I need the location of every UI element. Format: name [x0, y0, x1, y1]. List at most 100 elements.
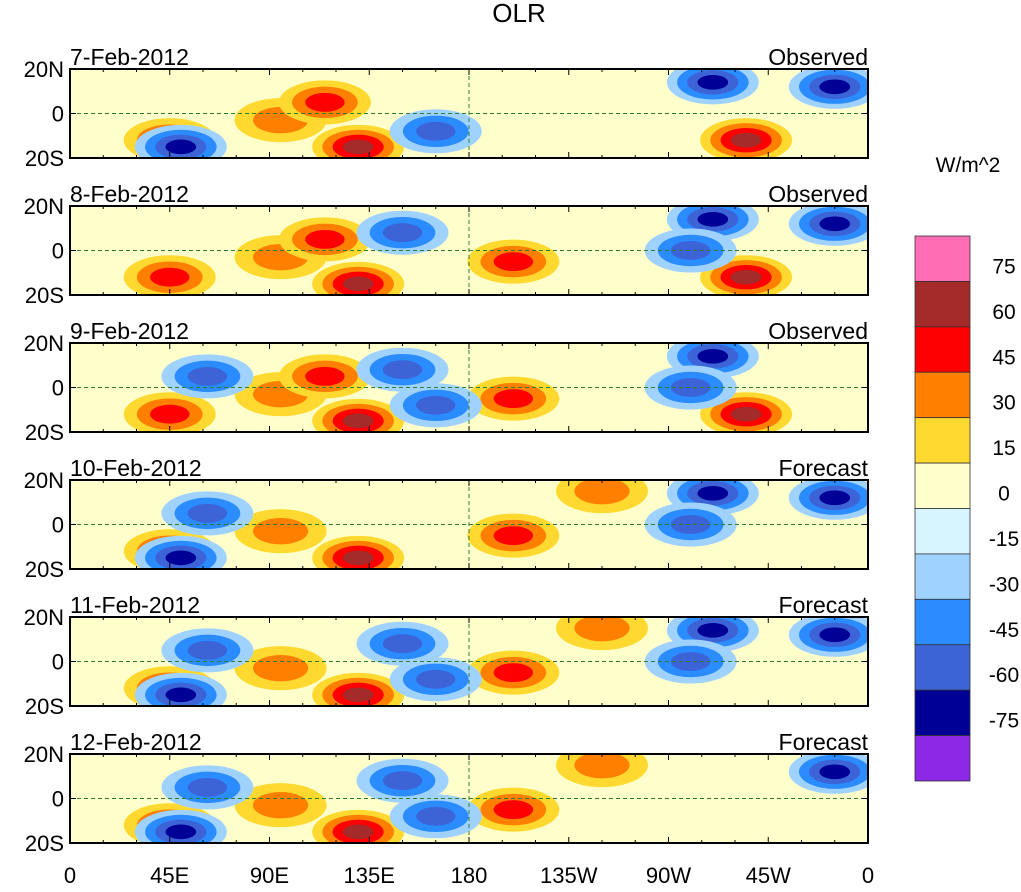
anomaly-contour: [305, 92, 345, 112]
anomaly-contour: [493, 526, 534, 546]
anomaly-field: [123, 206, 868, 295]
panel-4: 20N 0 20S 10-Feb-2012 Forecast: [24, 455, 869, 582]
y-tick-label: 20N: [24, 194, 64, 219]
y-tick-label: 20N: [24, 605, 64, 630]
anomaly-contour: [493, 663, 534, 683]
anomaly-contour: [382, 771, 423, 791]
colorbar-units-label: W/m^2: [936, 154, 1001, 177]
anomaly-contour: [187, 503, 228, 523]
anomaly-contour: [493, 800, 534, 820]
anomaly-contour: [670, 241, 711, 260]
anomaly-contour: [697, 212, 729, 227]
anomaly-contour: [305, 229, 345, 249]
panel-kind-label: Forecast: [779, 729, 869, 755]
anomaly-contour: [187, 366, 228, 386]
anomaly-contour: [416, 806, 456, 826]
y-tick-label: 20S: [25, 146, 64, 171]
anomaly-contour: [252, 654, 309, 682]
panel-1: 20N 0 20S 7-Feb-2012 Observed: [24, 44, 869, 171]
anomaly-contour: [670, 652, 711, 671]
colorbar-swatch: [914, 508, 971, 555]
colorbar-label: -30: [989, 573, 1019, 596]
colorbar-label: 75: [992, 255, 1015, 278]
anomaly-contour: [819, 216, 851, 232]
colorbar-label: 15: [992, 437, 1015, 460]
x-axis: 0 45E 90E 135E 180 135W 90W 45W 0: [64, 863, 874, 888]
anomaly-field: [123, 343, 793, 432]
colorbar-label: -15: [989, 528, 1019, 551]
panel-date-label: 9-Feb-2012: [70, 318, 189, 344]
y-tick-label: 0: [52, 513, 64, 538]
anomaly-contour: [697, 75, 729, 90]
panel-6: 20N 0 20S 12-Feb-2012 Forecast: [24, 729, 869, 856]
panel-kind-label: Observed: [768, 318, 868, 344]
panel-kind-label: Observed: [768, 181, 868, 207]
anomaly-contour: [819, 764, 851, 780]
anomaly-contour: [165, 824, 197, 840]
anomaly-contour: [416, 669, 456, 689]
colorbar-swatch: [914, 598, 971, 646]
colorbar-swatch: [914, 689, 971, 736]
colorbar-label: -60: [989, 664, 1019, 687]
anomaly-contour: [305, 366, 345, 386]
anomaly-contour: [416, 395, 456, 415]
anomaly-contour: [342, 550, 374, 566]
anomaly-contour: [342, 687, 374, 703]
anomaly-contour: [382, 634, 423, 654]
panel-date-label: 12-Feb-2012: [70, 729, 202, 755]
anomaly-contour: [730, 132, 762, 148]
colorbar: W/m^2 75 60 45 30 15 0 -15 -30 -45 -60 -75: [914, 154, 1019, 782]
x-tick-label: 0: [862, 863, 874, 887]
colorbar-label: -75: [989, 710, 1019, 733]
anomaly-contour: [252, 517, 309, 545]
colorbar-swatch: [914, 553, 971, 600]
anomaly-contour: [730, 406, 762, 422]
y-tick-label: 20N: [24, 331, 64, 356]
anomaly-contour: [574, 754, 630, 779]
anomaly-contour: [187, 777, 228, 797]
anomaly-contour: [819, 627, 851, 643]
y-tick-label: 20S: [25, 283, 64, 308]
panel-kind-label: Forecast: [779, 592, 869, 618]
anomaly-contour: [150, 404, 190, 424]
y-tick-label: 20S: [25, 694, 64, 719]
x-tick-label: 45E: [150, 863, 189, 887]
y-tick-label: 0: [52, 787, 64, 812]
x-tick-label: 135E: [344, 863, 395, 887]
chart-title: OLR: [492, 0, 545, 28]
y-tick-label: 0: [52, 376, 64, 401]
colorbar-swatch: [914, 462, 971, 509]
colorbar-swatch: [914, 417, 971, 464]
y-tick-label: 20N: [24, 742, 64, 767]
colorbar-label: 30: [992, 392, 1015, 415]
anomaly-contour: [730, 269, 762, 285]
anomaly-contour: [670, 515, 711, 534]
y-tick-label: 20S: [25, 557, 64, 582]
anomaly-field: [123, 617, 868, 706]
anomaly-field: [123, 69, 868, 158]
anomaly-contour: [187, 640, 228, 660]
panel-kind-label: Observed: [768, 44, 868, 70]
panel-date-label: 11-Feb-2012: [70, 592, 200, 618]
anomaly-contour: [416, 121, 456, 141]
anomaly-contour: [819, 490, 851, 506]
x-tick-label: 90W: [646, 863, 691, 887]
anomaly-contour: [819, 79, 851, 95]
anomaly-contour: [382, 360, 423, 380]
anomaly-contour: [697, 486, 729, 501]
x-tick-label: 45W: [746, 863, 791, 887]
panel-3: 20N 0 20S 9-Feb-2012 Observed: [24, 318, 869, 445]
y-tick-label: 20S: [25, 420, 64, 445]
colorbar-swatch: [914, 281, 971, 328]
anomaly-contour: [342, 139, 374, 155]
anomaly-contour: [670, 378, 711, 397]
anomaly-contour: [697, 349, 729, 364]
panel-5: 20N 0 20S 11-Feb-2012 Forecast: [24, 592, 869, 719]
colorbar-swatch: [914, 371, 971, 419]
x-tick-label: 135W: [540, 863, 598, 887]
y-tick-label: 0: [52, 239, 64, 264]
y-tick-label: 20S: [25, 831, 64, 856]
